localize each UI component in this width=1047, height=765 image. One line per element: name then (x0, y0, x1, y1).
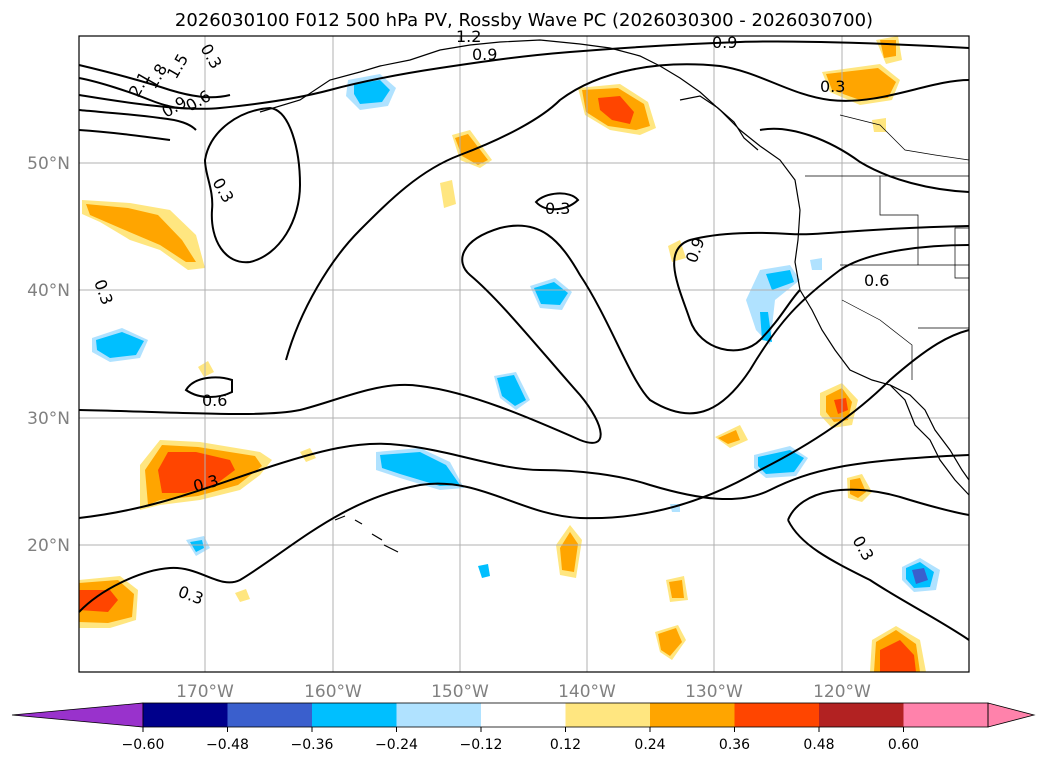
anomaly-blob (190, 540, 204, 552)
colorbar-tick-label: 0.12 (550, 737, 581, 753)
lon-label: 160°W (304, 682, 362, 702)
anomaly-blob (758, 450, 804, 474)
colorbar-segment (565, 703, 651, 727)
colorbar-extend-min (11, 702, 144, 728)
anomaly-blob (235, 589, 250, 602)
colorbar-tick-label: −0.36 (291, 737, 334, 753)
colorbar-segment (819, 703, 904, 727)
anomaly-blob (880, 640, 916, 672)
anomaly-blob (658, 628, 682, 656)
anomaly-blob (850, 478, 866, 498)
anomaly-blob (826, 68, 896, 100)
pv-positive-fills (79, 36, 926, 672)
anomaly-blob (158, 452, 235, 493)
contour-label: 0.3 (545, 199, 570, 218)
anomaly-blob (560, 532, 578, 572)
colorbar-segment (227, 703, 313, 727)
colorbar-tick-label: −0.12 (460, 737, 503, 753)
anomaly-blob (598, 96, 634, 124)
colorbar-segment (650, 703, 735, 727)
colorbar-segment (734, 703, 820, 727)
lat-label: 30°N (27, 409, 70, 429)
contour-label: 0.6 (202, 391, 227, 410)
colorbar-segment (903, 703, 989, 727)
anomaly-blob (86, 204, 196, 262)
lon-label: 120°W (813, 682, 871, 702)
anomaly-blob (810, 258, 822, 270)
anomaly-blob (834, 398, 848, 414)
anomaly-blob (198, 361, 214, 377)
anomaly-blob (718, 430, 740, 444)
graticule (79, 36, 969, 672)
lon-label: 130°W (685, 682, 743, 702)
anomaly-blob (669, 580, 684, 598)
lon-label: 150°W (431, 682, 489, 702)
anomaly-blob (440, 180, 456, 208)
pv-contours (78, 40, 970, 641)
colorbar-tick-label: −0.48 (206, 737, 249, 753)
contour-label: 0.3 (820, 77, 845, 96)
colorbar-extend-max (987, 702, 1036, 728)
anomaly-blob (380, 452, 460, 486)
lon-label: 140°W (558, 682, 616, 702)
contour-label: 0.9 (712, 33, 737, 52)
colorbar-segment (481, 703, 566, 727)
colorbar-ticks: −0.60 −0.48 −0.36 −0.24 −0.12 0.12 0.24 0.36 0.4… (122, 727, 919, 753)
colorbar-segments (11, 702, 1036, 728)
latitude-labels: 50°N 40°N 30°N 20°N (27, 154, 70, 556)
coastlines (259, 39, 970, 553)
anomaly-blob (96, 332, 144, 358)
lat-label: 50°N (27, 154, 70, 174)
colorbar-tick-label: 0.24 (634, 737, 665, 753)
contour-label: 0.9 (472, 45, 497, 64)
colorbar-segment (312, 703, 397, 727)
colorbar-tick-label: −0.24 (375, 737, 418, 753)
anomaly-blob (766, 270, 794, 290)
figure-title: 2026030100 F012 500 hPa PV, Rossby Wave … (175, 10, 873, 31)
colorbar-tick-label: −0.60 (122, 737, 165, 753)
colorbar-tick-label: 0.48 (803, 737, 834, 753)
anomaly-blob (478, 564, 490, 578)
anomaly-blob (79, 590, 118, 612)
colorbar: −0.60 −0.48 −0.36 −0.24 −0.12 0.12 0.24 0.36 0.4… (11, 702, 1036, 753)
map-frame (78, 35, 970, 673)
anomaly-blob (354, 80, 390, 104)
lat-label: 20°N (27, 536, 70, 556)
anomaly-blob (760, 312, 772, 342)
colorbar-segment (396, 703, 482, 727)
colorbar-tick-label: 0.60 (888, 737, 919, 753)
anomaly-blob (497, 375, 526, 406)
lat-label: 40°N (27, 281, 70, 301)
anomaly-blob (912, 568, 928, 584)
map-panel: 0.3 0.9 0.3 0.3 0.6 0.3 0.9 0.6 0.3 0.3 … (78, 27, 970, 673)
anomaly-blob (746, 265, 800, 345)
longitude-labels: 170°W 160°W 150°W 140°W 130°W 120°W (176, 682, 871, 702)
colorbar-tick-label: 0.36 (719, 737, 750, 753)
contour-label: 0.6 (864, 271, 889, 290)
lon-label: 170°W (176, 682, 234, 702)
colorbar-segment (143, 703, 228, 727)
anomaly-blob (534, 282, 568, 305)
